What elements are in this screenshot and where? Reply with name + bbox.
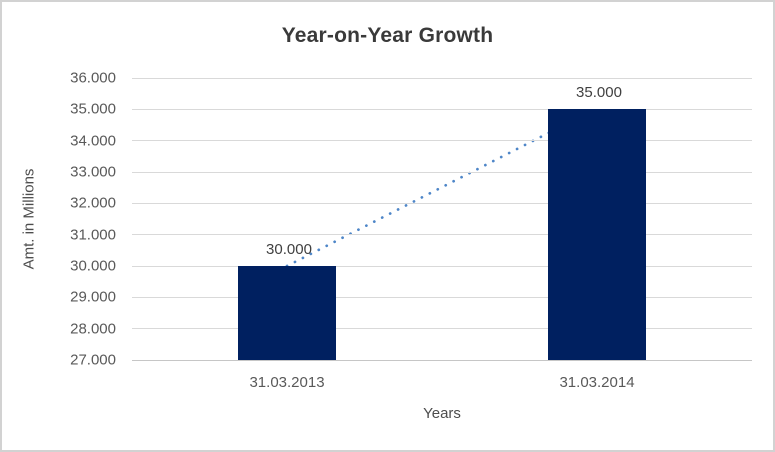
bar-31.03.2014 [548, 109, 646, 360]
gridline [132, 140, 752, 142]
bar-value-label: 30.000 [266, 241, 312, 258]
gridline [132, 108, 752, 110]
y-tick-label: 31.000 [70, 226, 116, 244]
y-tick-label: 27.000 [70, 351, 116, 369]
gridline [132, 234, 752, 236]
gridline [132, 77, 752, 79]
gridline [132, 171, 752, 173]
gridline [132, 328, 752, 330]
bar-value-label: 35.000 [576, 84, 622, 102]
x-axis-line [132, 360, 752, 361]
x-tick-label: 31.03.2014 [559, 374, 635, 391]
trendline-svg [285, 107, 597, 268]
y-tick-label: 35.000 [70, 100, 116, 118]
x-tick-label: 31.03.2013 [249, 374, 325, 391]
y-axis-title: Amt. in Millions [20, 168, 38, 270]
plot-area: 30.000 35.000 [132, 77, 752, 361]
y-tick-label: 30.000 [70, 257, 116, 275]
gridline [132, 296, 752, 298]
gridline [132, 265, 752, 267]
y-tick-label: 34.000 [70, 132, 116, 150]
y-tick-label: 32.000 [70, 194, 116, 212]
gridline [132, 202, 752, 204]
x-axis-title: Years [423, 405, 461, 422]
y-tick-label: 33.000 [70, 163, 116, 181]
chart-title: Year-on-Year Growth [281, 24, 494, 47]
y-tick-label: 36.000 [70, 69, 116, 87]
y-tick-label: 29.000 [70, 288, 116, 306]
y-tick-label: 28.000 [70, 320, 116, 338]
bar-31.03.2013 [238, 266, 336, 360]
